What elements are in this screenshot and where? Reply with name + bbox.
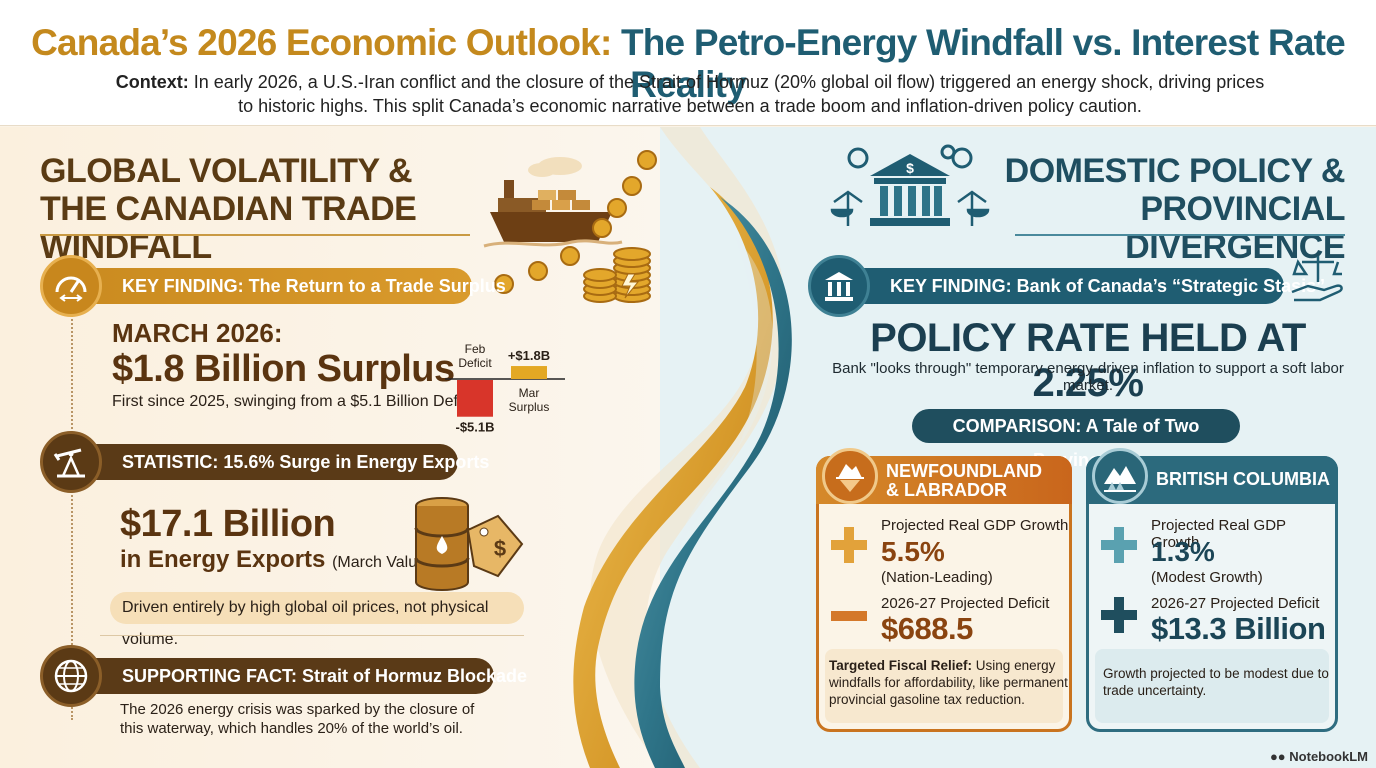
key-finding-boc-label: KEY FINDING: Bank of Canada’s “Strategic… <box>890 276 1326 296</box>
right-section-title: DOMESTIC POLICY & PROVINCIAL DIVERGENCE <box>1000 152 1346 266</box>
chart-category-label-1-1: Feb <box>465 342 486 356</box>
title-part2: The Petro-Energy Windfall vs. Interest R… <box>620 22 1346 105</box>
card-nl-title-line1: NEWFOUNDLAND <box>886 461 1042 481</box>
supporting-fact-line2: this waterway, which handles 20% of the … <box>120 720 463 737</box>
left-section-title: GLOBAL VOLATILITY & THE CANADIAN TRADE W… <box>40 152 500 266</box>
policy-rate-subtext: Bank "looks through" temporary energy-dr… <box>832 360 1344 394</box>
nl-gdp-label: Projected Real GDP Growth <box>881 517 1069 534</box>
bank-scales-gears-icon: $ <box>830 144 990 226</box>
left-title-rule <box>40 234 470 236</box>
context-label: Context: <box>115 72 189 92</box>
march-label: MARCH 2026: <box>112 318 283 348</box>
title-part1: Canada’s 2026 Economic Outlook: <box>31 22 612 63</box>
page-title: Canada’s 2026 Economic Outlook: The Petr… <box>0 22 1376 106</box>
card-bc-header: BRITISH COLUMBIA <box>1086 448 1338 504</box>
nl-note-box <box>825 649 1063 723</box>
energy-exports-suffix: (March Value) <box>332 554 432 571</box>
supporting-fact-text: The 2026 energy crisis was sparked by th… <box>120 700 474 738</box>
card-nl-header: NEWFOUNDLAND & LABRADOR <box>816 448 1072 504</box>
svg-text:$: $ <box>494 536 506 561</box>
notebooklm-logo-icon: ●● <box>1269 749 1290 764</box>
svg-text:$: $ <box>906 160 914 176</box>
minus-icon <box>831 611 867 621</box>
mountains-trees-icon <box>1092 448 1148 504</box>
chart-category-label-2-1: Mar <box>519 386 540 400</box>
nl-note-line1: Using energy <box>972 658 1056 673</box>
bc-gdp-label: Projected Real GDP Growth <box>1151 517 1286 551</box>
watermark: ●● NotebookLM <box>1270 749 1368 764</box>
chart-value-label-1: -$5.1B <box>455 420 494 435</box>
bc-deficit-label: 2026-27 Projected Deficit <box>1151 595 1320 612</box>
card-bc-title: BRITISH COLUMBIA <box>1156 469 1330 489</box>
left-title-line2: THE CANADIAN TRADE WINDFALL <box>40 190 417 266</box>
bank-icon <box>808 255 870 317</box>
nl-note-bold: Targeted Fiscal Relief: <box>829 658 973 673</box>
header: Canada’s 2026 Economic Outlook: The Petr… <box>0 0 1376 126</box>
nl-deficit-label: 2026-27 Projected Deficit <box>881 595 1050 612</box>
key-finding-boc-pill: KEY FINDING: Bank of Canada’s “Strategic… <box>812 268 1325 304</box>
supporting-fact-pill: SUPPORTING FACT: Strait of Hormuz Blocka… <box>44 658 527 694</box>
energy-exports-caption: in Energy Exports (March Value) <box>120 546 431 574</box>
left-divider-line <box>100 635 524 636</box>
comparison-pill: COMPARISON: A Tale of Two Provinces <box>912 409 1240 470</box>
iceberg-icon <box>822 448 878 504</box>
key-finding-trade-label: KEY FINDING: The Return to a Trade Surpl… <box>122 276 506 296</box>
supporting-fact-label: SUPPORTING FACT: Strait of Hormuz Blocka… <box>122 666 528 686</box>
bc-note-line1: Growth projected to be modest due to <box>1103 666 1329 681</box>
context-body: In early 2026, a U.S.-Iran conflict and … <box>193 72 1265 116</box>
left-timeline-line <box>71 300 73 720</box>
card-nl-title-line2: & LABRADOR <box>886 480 1007 500</box>
right-title-line1: DOMESTIC POLICY & <box>1004 152 1346 190</box>
key-finding-trade-pill: KEY FINDING: The Return to a Trade Surpl… <box>44 268 506 304</box>
policy-rate-headline: POLICY RATE HELD AT 2.25% <box>870 316 1306 405</box>
nl-note-line3: provincial gasoline tax reduction. <box>829 692 1025 707</box>
bc-note: Growth projected to be modest due to tra… <box>1103 665 1329 699</box>
oil-pump-icon <box>40 431 102 493</box>
nl-note-line2: windfalls for affordability, like perman… <box>829 675 1068 690</box>
cargo-ship-coins-icon <box>483 150 657 303</box>
bc-deficit-value: $13.3 Billion <box>1151 611 1326 646</box>
surplus-value: $1.8 Billion Surplus <box>112 348 455 390</box>
swoosh-divider-icon <box>573 127 792 768</box>
bc-note-line2: trade uncertainty. <box>1103 683 1207 698</box>
plus-icon <box>831 527 867 563</box>
card-nl-title: NEWFOUNDLAND & LABRADOR <box>886 462 1042 500</box>
gauge-icon <box>40 255 102 317</box>
bc-gdp-value: 1.3% <box>1151 536 1215 567</box>
nl-note: Targeted Fiscal Relief: Using energy win… <box>829 657 1068 708</box>
right-title-rule <box>1015 234 1345 236</box>
chart-bar-1 <box>457 380 493 417</box>
globe-icon <box>40 645 102 707</box>
card-british-columbia: BRITISH COLUMBIA Projected Real GDP Grow… <box>1086 448 1338 732</box>
chart-category-label-2-2: Surplus <box>509 400 550 414</box>
supporting-fact-line1: The 2026 energy crisis was sparked by th… <box>120 701 475 718</box>
chart-value-label-2: +$1.8B <box>508 348 550 363</box>
plus-icon <box>1101 527 1137 563</box>
statistic-energy-pill: STATISTIC: 15.6% Surge in Energy Exports <box>44 444 489 480</box>
nl-gdp-value: 5.5% <box>881 536 945 567</box>
energy-note: Driven entirely by high global oil price… <box>110 592 524 648</box>
oil-barrel-price-tag-icon: $ <box>414 497 524 591</box>
card-newfoundland: NEWFOUNDLAND & LABRADOR Projected Real G… <box>816 448 1072 732</box>
plus-dark-icon <box>1101 597 1137 633</box>
chart-bar-2 <box>511 366 547 379</box>
context-text: Context: In early 2026, a U.S.-Iran conf… <box>110 70 1270 118</box>
hand-scales-icon <box>1291 256 1343 302</box>
energy-exports-line: in Energy Exports <box>120 546 326 573</box>
statistic-energy-label: STATISTIC: 15.6% Surge in Energy Exports <box>122 452 490 472</box>
energy-exports-value: $17.1 Billion <box>120 503 336 545</box>
nl-gdp-note: (Nation-Leading) <box>881 569 993 586</box>
bc-gdp-note: (Modest Growth) <box>1151 569 1263 586</box>
chart-category-label-1-2: Deficit <box>458 356 492 370</box>
watermark-text: NotebookLM <box>1289 749 1368 764</box>
bc-note-box <box>1095 649 1329 723</box>
surplus-subtext: First since 2025, swinging from a $5.1 B… <box>112 393 478 410</box>
left-title-line1: GLOBAL VOLATILITY & <box>40 152 413 190</box>
